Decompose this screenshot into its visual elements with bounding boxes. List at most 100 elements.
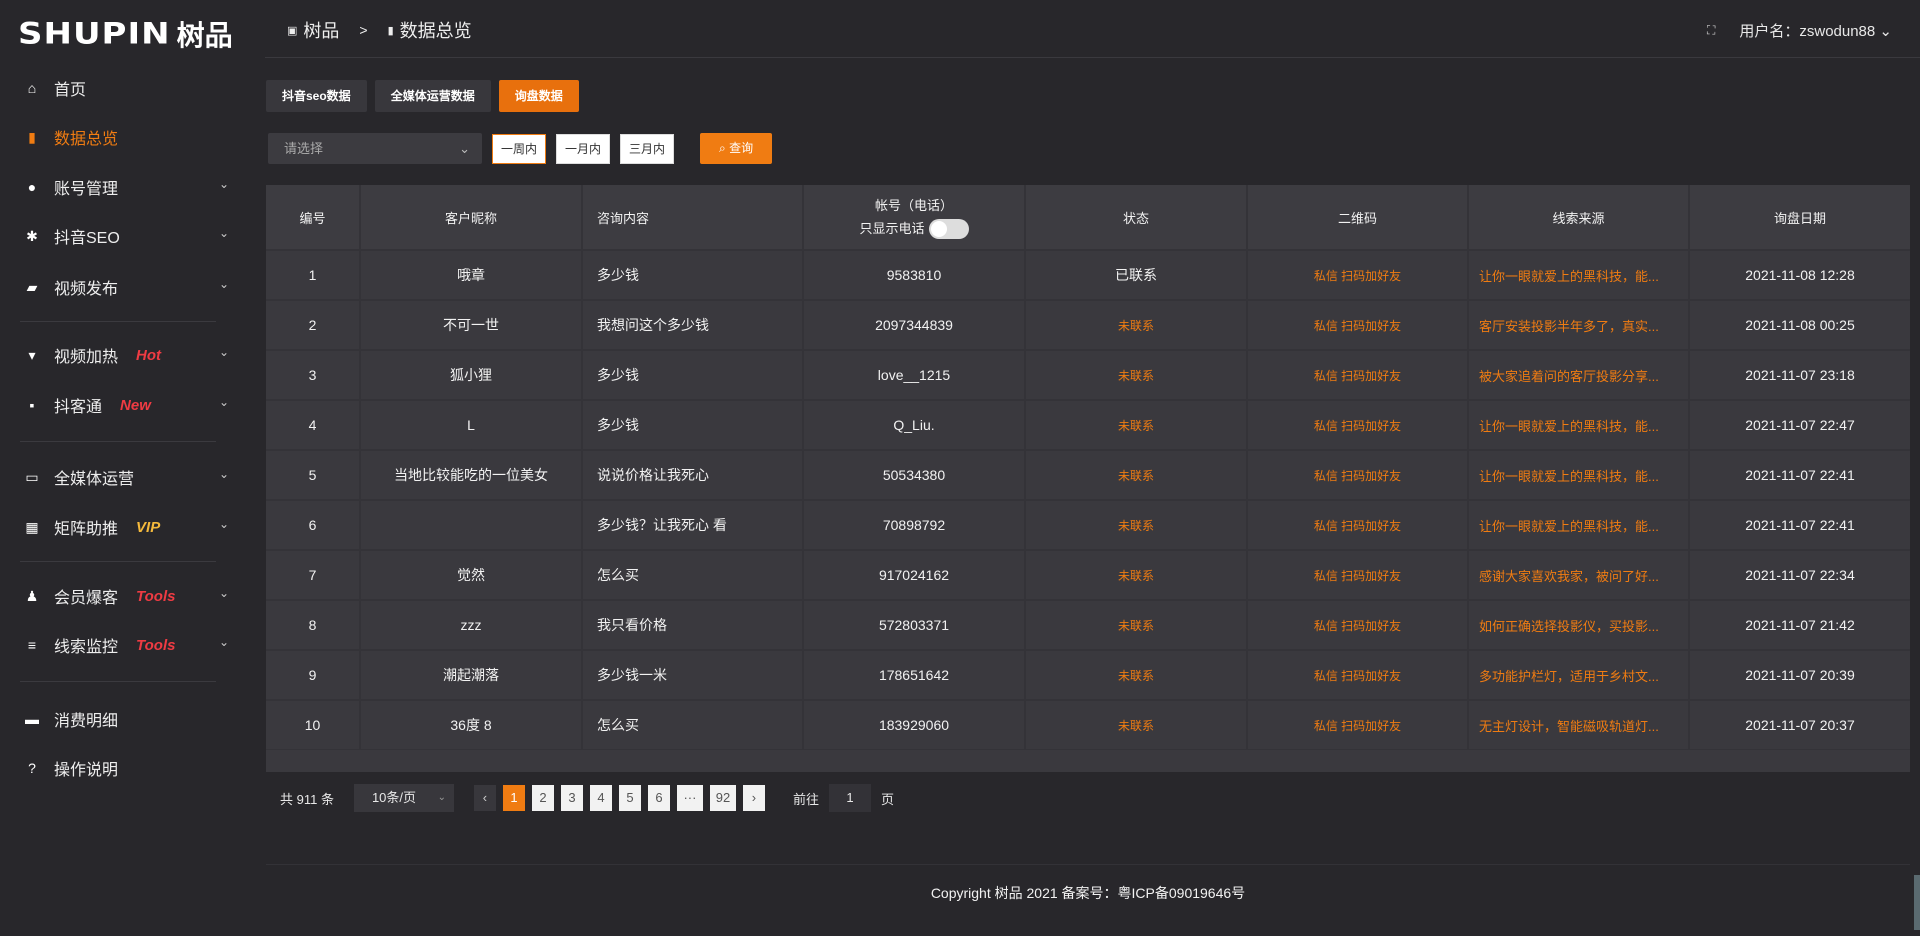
- query-button[interactable]: ⌕ 查询: [700, 133, 773, 164]
- logo[interactable]: SHUPIN 树品: [18, 14, 233, 54]
- source-select[interactable]: 请选择 ⌄: [268, 133, 482, 164]
- cell-source[interactable]: 让你一眼就爱上的黑科技，能...: [1469, 251, 1690, 299]
- goto-page-input[interactable]: 1: [828, 784, 871, 812]
- cell-source[interactable]: 客厅安装投影半年多了，真实...: [1469, 301, 1690, 349]
- sidebar-item-4[interactable]: ▰ 视频发布 ⌄: [24, 269, 229, 305]
- footer-divider: [266, 864, 1910, 865]
- cell-account: 572803371: [804, 601, 1026, 649]
- monitor-icon: ▭: [25, 468, 39, 485]
- chevron-down-icon: ⌄: [218, 635, 229, 649]
- tab-douyin-seo[interactable]: 抖音seo数据: [266, 80, 367, 112]
- badge-hot: Hot: [136, 346, 162, 364]
- scrollbar[interactable]: [1914, 875, 1920, 930]
- cell-qr-actions[interactable]: 私信 扫码加好友: [1248, 401, 1469, 449]
- fullscreen-icon[interactable]: ⛶: [1706, 23, 1716, 37]
- range-3month-button[interactable]: 三月内: [620, 133, 675, 164]
- range-month-button[interactable]: 一月内: [556, 133, 611, 164]
- table-row: 1 哦章 多少钱 9583810 已联系 私信 扫码加好友 让你一眼就爱上的黑科…: [266, 251, 1910, 301]
- logo-text-en: SHUPIN: [18, 17, 171, 51]
- cell-source[interactable]: 无主灯设计，智能磁吸轨道灯...: [1469, 701, 1690, 749]
- table-header: 编号 客户昵称 咨询内容 帐号（电话） 只显示电话 状态 二维码 线索来源 询盘…: [266, 185, 1910, 251]
- chevron-down-icon: ⌄: [218, 395, 229, 409]
- sidebar-item-label: 视频发布: [54, 281, 119, 298]
- cell-qr-actions[interactable]: 私信 扫码加好友: [1248, 351, 1469, 399]
- sidebar-item-3[interactable]: ✱ 抖音SEO ⌄: [24, 218, 229, 254]
- cell-status: 未联系: [1026, 551, 1248, 599]
- chevron-down-icon: ⌄: [218, 345, 229, 359]
- sidebar-divider: [20, 441, 216, 442]
- prev-page-button[interactable]: ‹: [473, 785, 496, 811]
- cell-qr-actions[interactable]: 私信 扫码加好友: [1248, 251, 1469, 299]
- chevron-down-icon: ⌄: [218, 177, 229, 191]
- cell-id: 8: [266, 601, 361, 649]
- breadcrumb-current: 数据总览: [399, 21, 472, 41]
- table-row: 5 当地比较能吃的一位美女 说说价格让我死心 50534380 未联系 私信 扫…: [266, 451, 1910, 501]
- page-size-select[interactable]: 10条/页 ⌄: [353, 784, 454, 812]
- cell-content: 我想问这个多少钱: [583, 301, 804, 349]
- user-icon: ●: [27, 179, 37, 195]
- cell-name: 不可一世: [361, 301, 583, 349]
- cell-qr-actions[interactable]: 私信 扫码加好友: [1248, 551, 1469, 599]
- badge-new: New: [120, 396, 151, 414]
- sidebar-item-9[interactable]: ♟ 会员爆客 Tools ⌄: [24, 578, 229, 614]
- cell-qr-actions[interactable]: 私信 扫码加好友: [1248, 601, 1469, 649]
- wallet-icon: ▬: [25, 711, 39, 727]
- cell-source[interactable]: 让你一眼就爱上的黑科技，能...: [1469, 451, 1690, 499]
- sidebar-item-1[interactable]: ▮ 数据总览: [24, 119, 229, 155]
- grid-icon: ▦: [25, 518, 39, 535]
- page-button[interactable]: 5: [618, 785, 641, 811]
- search-icon: ⌕: [719, 141, 730, 155]
- col-account: 帐号（电话） 只显示电话: [804, 185, 1026, 249]
- cell-qr-actions[interactable]: 私信 扫码加好友: [1248, 501, 1469, 549]
- chevron-down-icon: ⌄: [218, 277, 229, 291]
- next-page-button[interactable]: ›: [742, 785, 765, 811]
- breadcrumb-root[interactable]: 树品: [303, 21, 340, 41]
- sidebar-item-12[interactable]: ? 操作说明: [24, 750, 229, 786]
- cell-content: 怎么买: [583, 701, 804, 749]
- page-button[interactable]: 6: [647, 785, 670, 811]
- page-button[interactable]: 2: [531, 785, 554, 811]
- cell-id: 5: [266, 451, 361, 499]
- help-icon: ?: [28, 760, 36, 776]
- page-button[interactable]: 1: [502, 785, 525, 811]
- image-icon: ▣: [287, 24, 298, 37]
- sidebar-item-0[interactable]: ⌂ 首页: [24, 70, 229, 106]
- cell-name: 36度 8: [361, 701, 583, 749]
- sidebar-item-8[interactable]: ▦ 矩阵助推 VIP ⌄: [24, 509, 229, 545]
- page-button[interactable]: 3: [560, 785, 583, 811]
- cell-source[interactable]: 被大家追着问的客厅投影分享...: [1469, 351, 1690, 399]
- cell-qr-actions[interactable]: 私信 扫码加好友: [1248, 451, 1469, 499]
- cell-qr-actions[interactable]: 私信 扫码加好友: [1248, 301, 1469, 349]
- cell-account: 2097344839: [804, 301, 1026, 349]
- sidebar-item-5[interactable]: ▾ 视频加热 Hot ⌄: [24, 337, 229, 373]
- cell-source[interactable]: 多功能护栏灯，适用于乡村文...: [1469, 651, 1690, 699]
- cell-source[interactable]: 让你一眼就爱上的黑科技，能...: [1469, 401, 1690, 449]
- page-button[interactable]: 92: [709, 785, 736, 811]
- cell-status: 未联系: [1026, 601, 1248, 649]
- sidebar-item-2[interactable]: ● 账号管理 ⌄: [24, 169, 229, 205]
- more-pages-button[interactable]: ···: [676, 785, 703, 811]
- chevron-down-icon: ⌄: [218, 467, 229, 481]
- sidebar-item-10[interactable]: ≡ 线索监控 Tools ⌄: [24, 627, 229, 663]
- cell-qr-actions[interactable]: 私信 扫码加好友: [1248, 651, 1469, 699]
- cell-qr-actions[interactable]: 私信 扫码加好友: [1248, 701, 1469, 749]
- gear-icon: ✱: [26, 227, 38, 244]
- sidebar-item-7[interactable]: ▭ 全媒体运营 ⌄: [24, 459, 229, 495]
- page-button[interactable]: 4: [589, 785, 612, 811]
- sidebar-item-11[interactable]: ▬ 消费明细: [24, 701, 229, 737]
- page-unit: 页: [880, 791, 894, 807]
- sidebar-item-label: 视频加热: [54, 349, 119, 366]
- tab-all-media[interactable]: 全媒体运营数据: [374, 80, 491, 112]
- cell-source[interactable]: 让你一眼就爱上的黑科技，能...: [1469, 501, 1690, 549]
- user-menu[interactable]: 用户名：zswodun88 ⌄: [1739, 20, 1892, 41]
- inquiry-table: 编号 客户昵称 咨询内容 帐号（电话） 只显示电话 状态 二维码 线索来源 询盘…: [266, 185, 1910, 751]
- phone-only-toggle[interactable]: [928, 219, 969, 240]
- cell-date: 2021-11-07 22:47: [1745, 417, 1855, 433]
- table-row: 6 多少钱？让我死心 看 70898792 未联系 私信 扫码加好友 让你一眼就…: [266, 501, 1910, 551]
- tab-inquiry[interactable]: 询盘数据: [498, 80, 579, 112]
- cell-source[interactable]: 感谢大家喜欢我家，被问了好...: [1469, 551, 1690, 599]
- range-week-button[interactable]: 一周内: [492, 133, 547, 164]
- phone-only-filter: 只显示电话: [859, 218, 969, 240]
- cell-source[interactable]: 如何正确选择投影仪，买投影...: [1469, 601, 1690, 649]
- sidebar-item-6[interactable]: ▪ 抖客通 New ⌄: [24, 387, 229, 423]
